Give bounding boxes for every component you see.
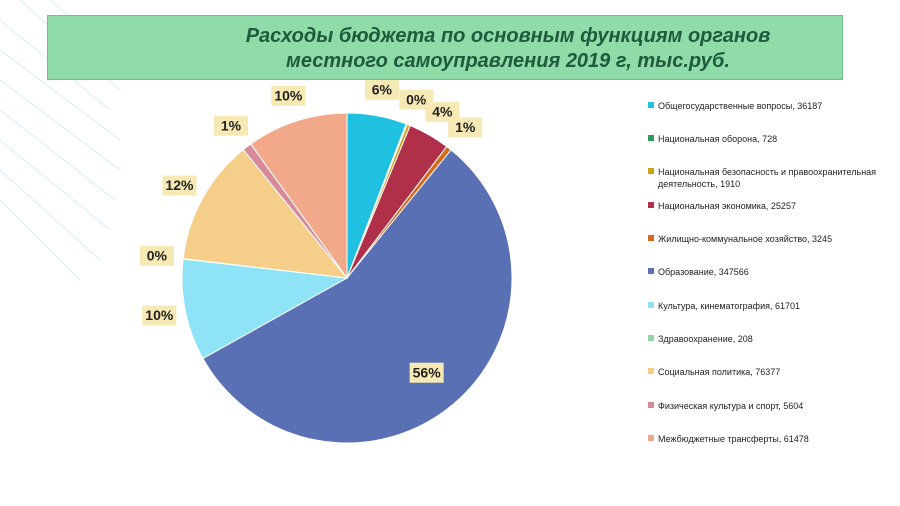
legend-swatch <box>648 102 654 108</box>
legend-swatch <box>648 135 654 141</box>
pie-slice <box>181 258 349 360</box>
legend-item: Межбюджетные трансферты, 61478 <box>648 433 883 445</box>
label-box <box>213 115 248 136</box>
legend-item: Национальная безопасность и правоохранит… <box>648 166 883 190</box>
data-label: 4% <box>432 104 453 120</box>
legend-swatch <box>648 302 654 308</box>
legend-item: Образование, 347566 <box>648 266 883 278</box>
legend-swatch <box>648 202 654 208</box>
legend-label: Межбюджетные трансферты, 61478 <box>658 434 809 444</box>
data-label: 0% <box>406 91 427 107</box>
data-label: 12% <box>165 177 194 193</box>
legend-item: Здравоохранение, 208 <box>648 333 883 345</box>
legend-item: Национальная экономика, 25257 <box>648 200 883 212</box>
pie-slice <box>250 112 348 280</box>
label-box <box>162 175 197 196</box>
legend-swatch <box>648 435 654 441</box>
pie-slice <box>182 148 349 279</box>
legend-label: Национальная оборона, 728 <box>658 134 778 144</box>
label-box <box>142 305 177 326</box>
legend-item: Культура, кинематография, 61701 <box>648 300 883 312</box>
label-box <box>425 102 460 123</box>
legend-item: Национальная оборона, 728 <box>648 133 883 145</box>
legend-label: Физическая культура и спорт, 5604 <box>658 401 804 411</box>
legend-label: Национальная безопасность и правоохранит… <box>658 167 877 189</box>
label-box <box>399 89 434 110</box>
legend-label: Социальная политика, 76377 <box>658 367 781 377</box>
data-label: 10% <box>145 307 174 323</box>
data-label: 1% <box>455 119 476 135</box>
data-label: 56% <box>413 364 442 380</box>
label-box <box>409 362 444 383</box>
legend-label: Здравоохранение, 208 <box>658 334 753 344</box>
legend-label: Общегосударственные вопросы, 36187 <box>658 101 823 111</box>
legend-swatch <box>648 235 654 241</box>
chart-title: Расходы бюджета по основным функциям орг… <box>245 25 771 72</box>
legend-swatch <box>648 168 654 174</box>
legend-item: Жилищно-коммунальное хозяйство, 3245 <box>648 233 883 245</box>
legend-label: Жилищно-коммунальное хозяйство, 3245 <box>658 234 833 244</box>
data-label: 10% <box>274 88 303 104</box>
legend-swatch <box>648 402 654 408</box>
label-box <box>271 85 306 106</box>
data-label: 6% <box>372 82 393 98</box>
legend-item: Социальная политика, 76377 <box>648 366 883 378</box>
legend-swatch <box>648 335 654 341</box>
legend-swatch <box>648 368 654 374</box>
label-box <box>139 245 174 266</box>
legend-item: Общегосударственные вопросы, 36187 <box>648 100 883 112</box>
data-label: 0% <box>147 247 168 263</box>
label-box <box>448 117 483 138</box>
legend-item: Физическая культура и спорт, 5604 <box>648 400 883 412</box>
data-label: 1% <box>221 117 242 133</box>
legend-label: Культура, кинематография, 61701 <box>658 301 801 311</box>
title-box: Расходы бюджета по основным функциям орг… <box>47 15 843 80</box>
legend-label: Образование, 347566 <box>658 267 749 277</box>
legend-swatch <box>648 268 654 274</box>
label-box <box>364 79 399 100</box>
legend-label: Национальная экономика, 25257 <box>658 201 796 211</box>
